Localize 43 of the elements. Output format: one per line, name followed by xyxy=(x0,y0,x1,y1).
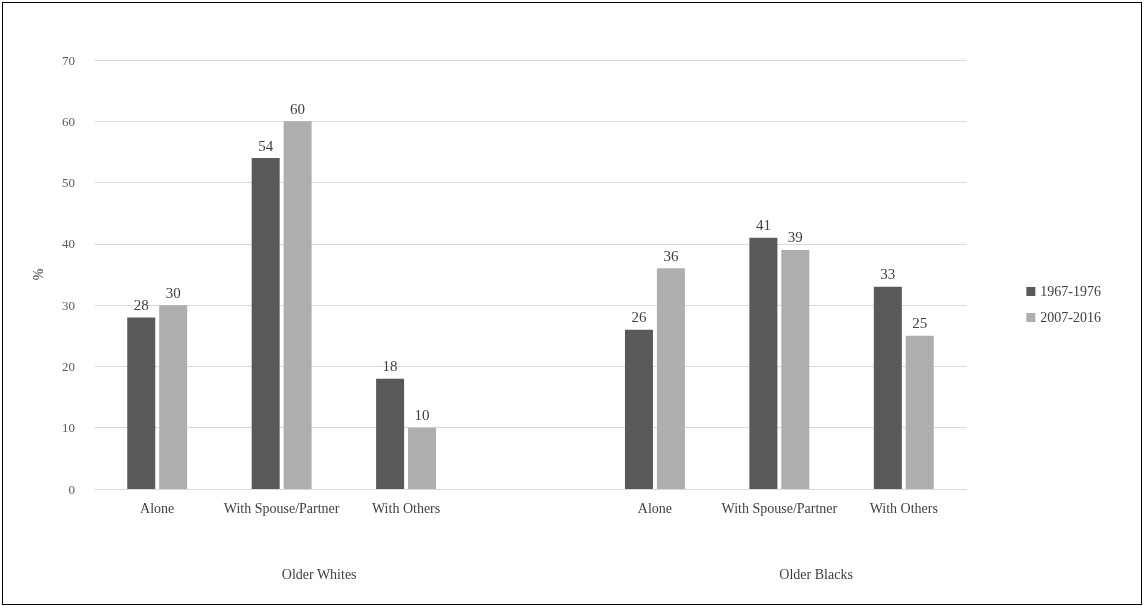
y-tick-label: 30 xyxy=(62,297,75,313)
y-tick-label: 20 xyxy=(62,358,75,374)
text: Older Whites xyxy=(281,566,357,582)
data-label: 26 xyxy=(631,309,647,326)
y-tick-label: 0 xyxy=(68,481,75,497)
data-label: 28 xyxy=(133,296,149,313)
bar xyxy=(408,427,437,489)
bar xyxy=(656,268,685,489)
data-label: 30 xyxy=(165,284,181,301)
legend-label: 1967-1976 xyxy=(1040,284,1102,299)
bar xyxy=(624,329,653,489)
text: Older Blacks xyxy=(779,566,853,582)
bar xyxy=(781,249,810,489)
data-label: 39 xyxy=(787,229,803,246)
bar xyxy=(127,317,156,489)
bar xyxy=(376,378,405,489)
bar xyxy=(159,305,188,489)
data-label: 41 xyxy=(755,217,771,234)
y-tick-label: 10 xyxy=(62,420,75,436)
bar xyxy=(251,158,280,489)
data-label: 33 xyxy=(880,266,896,283)
bar xyxy=(905,335,934,489)
y-tick-label: 60 xyxy=(62,113,75,129)
y-tick-label: 50 xyxy=(62,175,75,191)
data-label: 60 xyxy=(290,100,306,117)
data-label: 10 xyxy=(414,407,430,424)
x-tick-label: Alone xyxy=(637,500,673,516)
x-tick-label: With Spouse/Partner xyxy=(721,500,838,516)
bar xyxy=(873,286,902,489)
data-label: 18 xyxy=(382,358,398,375)
x-tick-label: With Others xyxy=(371,500,441,516)
data-label: 25 xyxy=(912,315,928,332)
x-tick-label: With Spouse/Partner xyxy=(223,500,340,516)
x-tick-label: With Others xyxy=(869,500,938,516)
bar xyxy=(749,237,778,489)
data-label: 36 xyxy=(663,247,679,264)
y-tick-label: 40 xyxy=(62,236,75,252)
x-tick-label: Alone xyxy=(140,500,175,516)
bar xyxy=(283,121,312,489)
y-axis-title: % xyxy=(30,268,46,281)
legend-label: 2007-2016 xyxy=(1040,310,1102,325)
data-label: 54 xyxy=(258,137,274,154)
y-tick-label: 70 xyxy=(62,52,75,68)
